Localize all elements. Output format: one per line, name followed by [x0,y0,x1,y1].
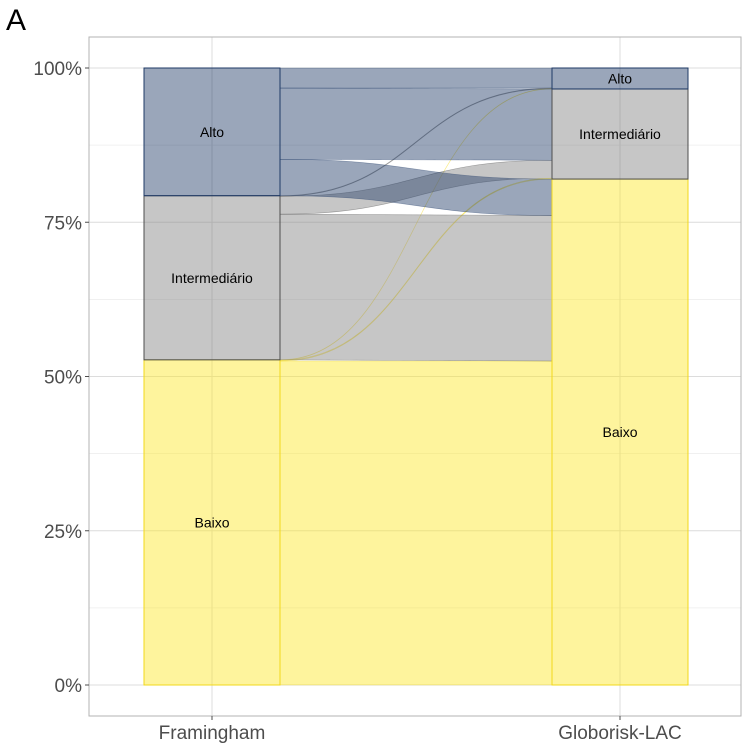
stratum-globorisk-lac-alto [551,67,689,90]
stratum-label-globorisk-lac-alto: Alto [608,70,632,86]
stratum-label-framingham-intermediario: Intermediário [171,270,253,286]
y-tick-label: 75% [44,213,82,234]
stratum-framingham-intermediario [143,195,281,361]
flow-layer [279,67,553,686]
flow-baixo-to-baixo [279,360,553,686]
stratum-label-framingham-alto: Alto [200,124,224,140]
stratum-framingham-alto [143,67,281,197]
panel-tag: A [6,4,27,37]
y-tick-label: 25% [44,522,82,543]
stratum-globorisk-lac-intermediario [551,88,689,180]
stratum-label-globorisk-lac-intermediario: Intermediário [579,126,661,142]
grid-layer [89,37,741,716]
flow-alto-to-intermediario [279,87,553,161]
stratum-label-framingham-baixo: Baixo [194,514,229,530]
y-tick-label: 50% [44,368,82,389]
stratum-layer [143,67,689,686]
flow-intermediario-to-baixo [279,213,553,362]
x-tick-label: Framingham [159,723,266,744]
x-tick-label: Globorisk-LAC [558,723,682,744]
y-tick-label: 0% [55,676,83,697]
y-tick-label: 100% [33,59,82,80]
axis-layer: 0% 25% 50% 75% 100% Framingham Globorisk-LAC [33,36,742,744]
label-layer: Baixo Intermediário Alto Baixo Intermediário… [171,70,661,530]
stratum-framingham-baixo [143,359,281,686]
stratum-label-globorisk-lac-baixo: Baixo [602,424,637,440]
flow-alto-to-alto [279,67,553,89]
stratum-globorisk-lac-baixo [551,178,689,686]
